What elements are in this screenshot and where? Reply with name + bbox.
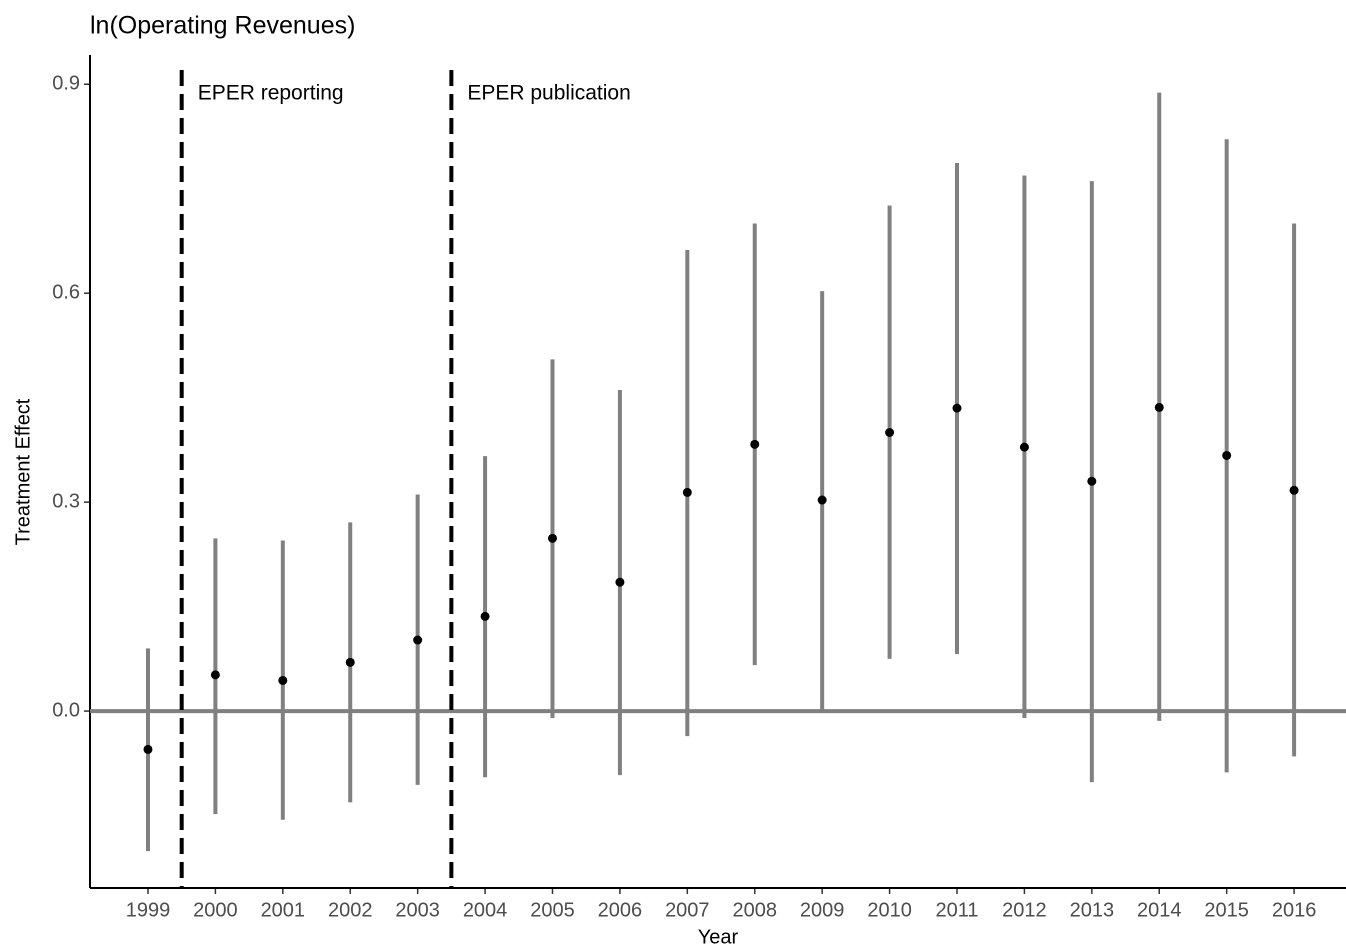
point <box>480 611 490 621</box>
point <box>885 427 895 437</box>
x-axis-label: Year <box>698 926 739 948</box>
point <box>143 744 153 754</box>
point <box>615 577 625 587</box>
point <box>817 495 827 505</box>
point <box>547 533 557 543</box>
point <box>1019 442 1029 452</box>
event-label: EPER reporting <box>198 82 344 105</box>
point <box>345 657 355 667</box>
x-tick-label: 2015 <box>1204 899 1249 921</box>
point <box>278 675 288 685</box>
x-tick-label: 2013 <box>1070 899 1115 921</box>
event-label: EPER publication <box>467 82 630 105</box>
y-tick-label: 0.9 <box>52 73 80 95</box>
chart-title: ln(Operating Revenues) <box>90 12 355 40</box>
x-tick-label: 2002 <box>328 899 373 921</box>
x-tick-label: 2005 <box>530 899 575 921</box>
y-tick-label: 0.0 <box>52 699 80 721</box>
x-tick-label: 2008 <box>732 899 777 921</box>
x-tick-label: 2010 <box>867 899 912 921</box>
point <box>1154 402 1164 412</box>
x-tick-label: 2009 <box>800 899 845 921</box>
point <box>1087 476 1097 486</box>
x-tick-label: 2000 <box>193 899 238 921</box>
x-tick-label: 2004 <box>463 899 508 921</box>
point <box>1222 450 1232 460</box>
y-tick-label: 0.6 <box>52 281 80 303</box>
point <box>210 670 220 680</box>
y-tick-label: 0.3 <box>52 490 80 512</box>
x-tick-label: 2006 <box>598 899 643 921</box>
point <box>413 635 423 645</box>
point <box>1289 485 1299 495</box>
point <box>682 487 692 497</box>
point <box>750 439 760 449</box>
x-tick-label: 2011 <box>935 899 978 921</box>
x-tick-label: 1999 <box>126 899 171 921</box>
x-tick-label: 2003 <box>395 899 440 921</box>
x-tick-label: 2007 <box>665 899 710 921</box>
x-tick-label: 2016 <box>1272 899 1317 921</box>
x-tick-label: 2001 <box>261 899 306 921</box>
y-axis-label: Treatment Effect <box>12 398 34 545</box>
point <box>952 403 962 413</box>
x-tick-label: 2012 <box>1002 899 1047 921</box>
x-tick-label: 2014 <box>1137 899 1182 921</box>
